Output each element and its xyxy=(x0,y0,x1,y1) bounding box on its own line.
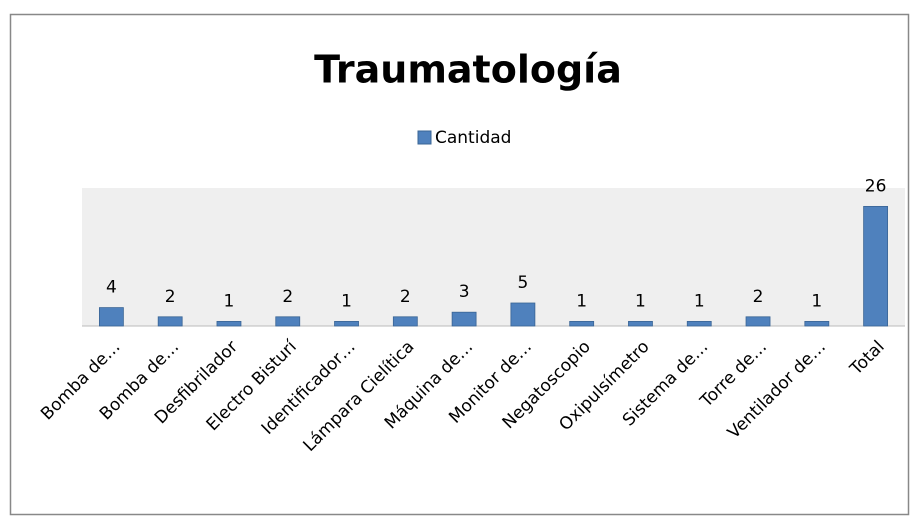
data-label: 1 xyxy=(576,291,587,311)
data-label: 2 xyxy=(165,287,176,307)
bar xyxy=(157,316,183,327)
data-label: 2 xyxy=(400,287,411,307)
plot-area xyxy=(82,188,905,326)
bar xyxy=(686,320,712,327)
legend-label: Cantidad xyxy=(435,128,511,148)
bar xyxy=(628,320,653,327)
data-label: 4 xyxy=(106,278,117,298)
data-label: 3 xyxy=(459,282,470,302)
bar xyxy=(451,311,477,327)
bar xyxy=(216,320,242,327)
bar xyxy=(804,320,830,327)
data-label: 1 xyxy=(694,291,705,311)
data-label: 2 xyxy=(753,287,764,307)
bar xyxy=(863,205,889,327)
chart-title: Traumatología xyxy=(314,48,622,92)
bar xyxy=(275,316,301,327)
bar xyxy=(392,316,418,327)
bar xyxy=(334,320,359,327)
bar xyxy=(98,307,124,327)
bar xyxy=(510,302,536,327)
data-label: 1 xyxy=(341,291,352,311)
data-label: 1 xyxy=(811,291,822,311)
data-label: 2 xyxy=(282,287,293,307)
data-label: 1 xyxy=(224,291,235,311)
data-label: 1 xyxy=(635,291,646,311)
legend-swatch xyxy=(417,130,432,145)
data-label: 26 xyxy=(865,176,887,196)
bar xyxy=(745,316,771,327)
bar xyxy=(569,320,595,327)
data-label: 5 xyxy=(517,273,528,293)
